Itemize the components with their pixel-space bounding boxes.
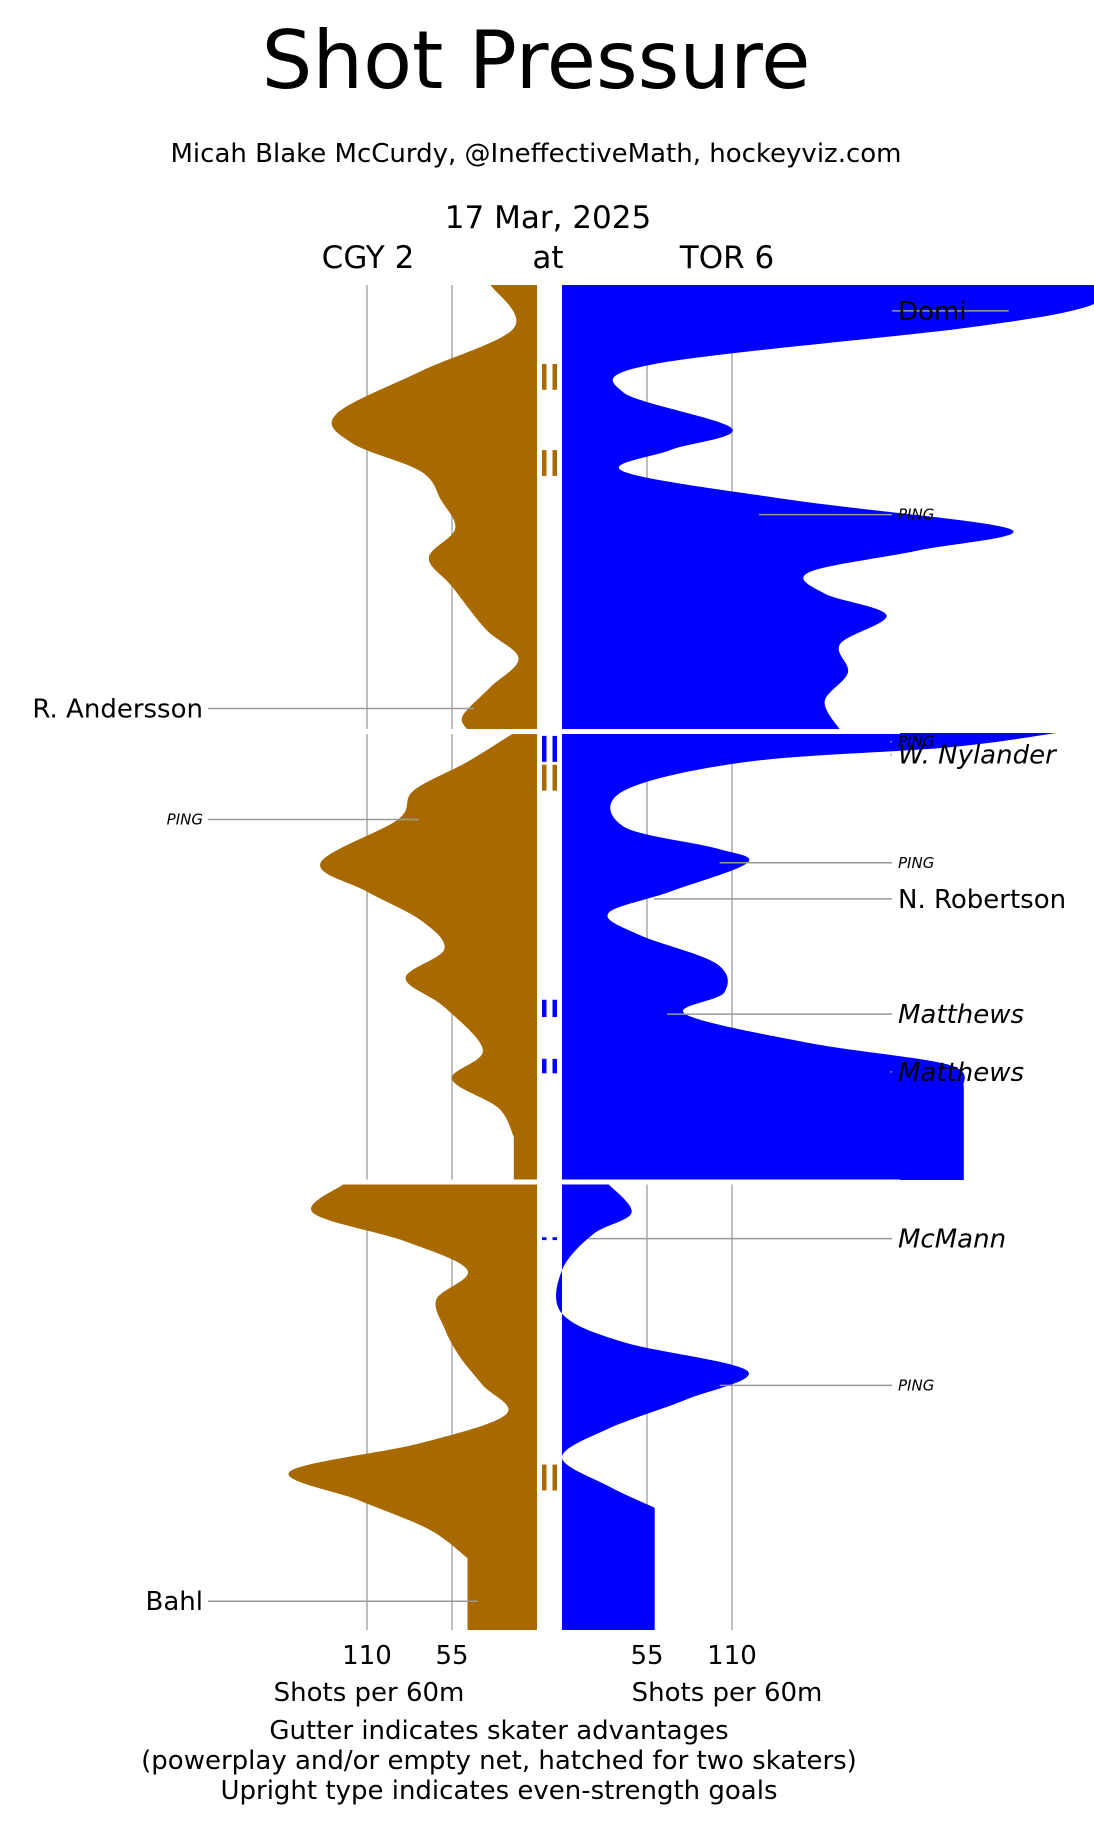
home-tick-label: 55 (630, 1641, 663, 1671)
home-ping-label: PING (898, 506, 934, 524)
away-tick-label: 55 (435, 1641, 468, 1671)
home-ping-label: PING (898, 1376, 934, 1394)
away-ping-label: PING (167, 811, 203, 829)
home-team-score: TOR 6 (679, 240, 774, 276)
footnote-line-3: Upright type indicates even-strength goa… (220, 1776, 777, 1806)
at-label: at (532, 240, 563, 276)
footnote-line-1: Gutter indicates skater advantages (269, 1716, 728, 1746)
home-goal-label: N. Robertson (898, 885, 1066, 915)
game-date: 17 Mar, 2025 (445, 200, 651, 236)
home-goal-label: McMann (898, 1225, 1006, 1255)
home-axis-label: Shots per 60m (632, 1678, 823, 1708)
home-goal-label: Matthews (898, 1058, 1024, 1088)
tick-labels: 110 55 55 110 (342, 1641, 757, 1671)
away-goal-label: R. Andersson (32, 694, 203, 724)
away-axis-label: Shots per 60m (274, 1678, 465, 1708)
away-pressure-period-3 (288, 1184, 537, 1630)
home-tick-label: 110 (707, 1641, 757, 1671)
chart-title: Shot Pressure (262, 14, 811, 107)
period-dividers (150, 280, 900, 1640)
home-ping-label: PING (898, 733, 934, 751)
footnote-line-2: (powerplay and/or empty net, hatched for… (141, 1746, 857, 1776)
away-team-score: CGY 2 (322, 240, 415, 276)
home-ping-label: PING (898, 854, 934, 872)
away-goal-label: Bahl (146, 1587, 203, 1617)
home-pressure-period-2 (562, 733, 1057, 1180)
pressure-shapes (288, 285, 1094, 1630)
away-pressure-period-1 (331, 285, 537, 730)
away-pressure-period-2 (320, 733, 537, 1180)
chart-subtitle: Micah Blake McCurdy, @IneffectiveMath, h… (171, 139, 902, 169)
home-pressure-period-1 (562, 285, 1094, 730)
home-goal-label: Matthews (898, 1000, 1024, 1030)
home-goal-label: Domi (898, 297, 966, 327)
away-tick-label: 110 (342, 1641, 392, 1671)
home-goal-label: W. Nylander (898, 741, 1058, 771)
home-pressure-period-3 (556, 1184, 749, 1630)
annotations: R. Andersson Bahl PING Domi W. Nylander N. Ro… (32, 297, 1066, 1617)
